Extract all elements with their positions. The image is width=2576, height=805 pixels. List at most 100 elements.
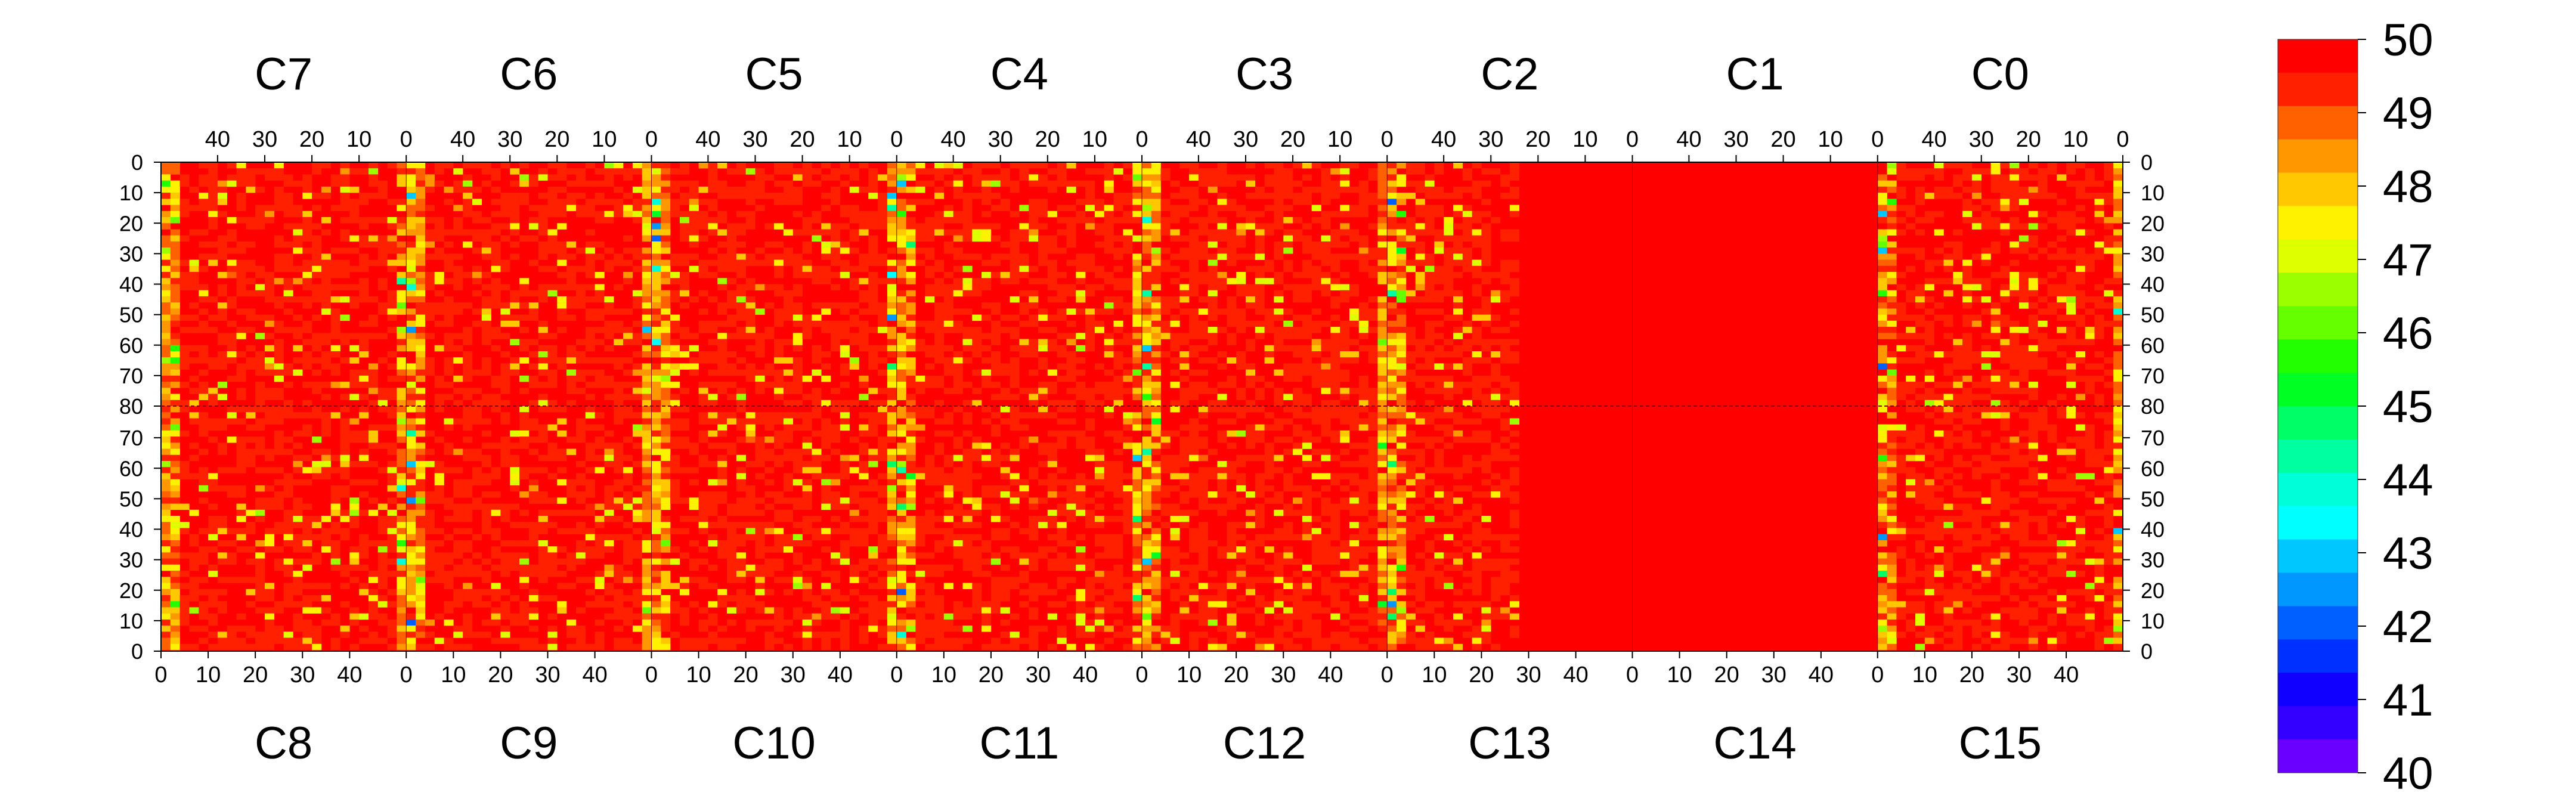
heatmap-cell — [2038, 308, 2048, 315]
heatmap-cell — [2113, 241, 2123, 248]
heatmap-cell — [1010, 278, 1020, 284]
heatmap-cell — [1264, 308, 1274, 315]
heatmap-cell — [1405, 229, 1416, 236]
heatmap-cell — [802, 247, 812, 254]
heatmap-cell — [1293, 290, 1303, 297]
heatmap-cell — [1453, 302, 1463, 309]
heatmap-cell — [745, 223, 756, 230]
heatmap-cell — [161, 308, 171, 315]
heatmap-cell — [1057, 284, 1067, 290]
heatmap-cell — [1321, 217, 1331, 224]
heatmap-cell — [1076, 253, 1086, 260]
heatmap-cell — [302, 357, 312, 364]
heatmap-cell — [481, 619, 491, 626]
heatmap-cell — [1444, 253, 1454, 260]
heatmap-cell — [1283, 363, 1293, 370]
heatmap-cell — [1425, 351, 1435, 358]
heatmap-cell — [962, 199, 973, 205]
heatmap-cell — [189, 564, 199, 571]
heatmap-cell — [557, 247, 567, 254]
heatmap-cell — [670, 363, 680, 370]
heatmap-cell — [547, 345, 558, 352]
heatmap-cell — [1915, 302, 1925, 309]
heatmap-cell — [1377, 333, 1388, 339]
heatmap-cell — [406, 613, 416, 620]
heatmap-cell — [1405, 180, 1416, 187]
heatmap-cell — [236, 577, 246, 583]
heatmap-cell — [1160, 217, 1171, 224]
heatmap-cell — [1934, 174, 1944, 181]
heatmap-cell — [859, 229, 869, 236]
heatmap-cell — [161, 491, 171, 498]
heatmap-cell — [528, 522, 538, 528]
heatmap-cell — [2028, 210, 2038, 218]
heatmap-cell — [1462, 400, 1472, 407]
heatmap-cell — [878, 345, 888, 352]
heatmap-cell — [265, 388, 275, 394]
heatmap-cell — [1227, 199, 1237, 205]
heatmap-cell — [896, 259, 906, 267]
heatmap-cell — [246, 522, 256, 528]
heatmap-cell — [1397, 345, 1407, 352]
heatmap-cell — [2057, 210, 2067, 218]
heatmap-cell — [510, 564, 520, 571]
heatmap-cell — [2113, 351, 2123, 358]
heatmap-cell — [1019, 265, 1029, 273]
heatmap-cell — [1293, 394, 1303, 400]
heatmap-cell — [2057, 284, 2067, 290]
heatmap-cell — [642, 382, 652, 388]
heatmap-cell — [330, 467, 340, 473]
heatmap-cell — [576, 193, 586, 199]
heatmap-cell — [547, 210, 558, 218]
heatmap-cell — [802, 259, 812, 267]
heatmap-cell — [1066, 320, 1076, 327]
heatmap-cell — [1274, 388, 1284, 394]
heatmap-cell — [217, 467, 227, 473]
heatmap-cell — [208, 485, 218, 492]
heatmap-cell — [1132, 253, 1143, 260]
heatmap-cell — [1340, 168, 1350, 175]
heatmap-cell — [302, 643, 312, 651]
heatmap-cell — [1085, 308, 1095, 315]
heatmap-cell — [651, 210, 661, 218]
heatmap-cell — [1981, 308, 1991, 315]
heatmap-cell — [934, 174, 945, 181]
heatmap-cell — [1104, 394, 1114, 400]
heatmap-cell — [614, 162, 624, 169]
heatmap-cell — [236, 290, 246, 297]
heatmap-cell — [566, 357, 577, 364]
heatmap-cell — [397, 558, 407, 565]
heatmap-cell — [1047, 345, 1057, 352]
heatmap-cell — [623, 333, 633, 339]
heatmap-cell — [444, 552, 454, 559]
heatmap-cell — [416, 339, 426, 345]
heatmap-cell — [472, 479, 482, 486]
heatmap-cell — [255, 577, 265, 583]
heatmap-cell — [1104, 210, 1114, 218]
heatmap-cell — [1217, 199, 1227, 205]
heatmap-cell — [1010, 369, 1020, 376]
heatmap-cell — [1990, 247, 2001, 254]
heatmap-cell — [406, 424, 416, 431]
heatmap-cell — [1104, 339, 1114, 345]
heatmap-cell — [397, 643, 407, 651]
heatmap-cell — [1397, 259, 1407, 267]
heatmap-cell — [962, 253, 973, 260]
heatmap-cell — [425, 174, 435, 181]
heatmap-cell — [2113, 162, 2123, 169]
heatmap-cell — [1038, 357, 1048, 364]
heatmap-cell — [1311, 253, 1321, 260]
heatmap-cell — [661, 363, 671, 370]
heatmap-cell — [1896, 302, 1906, 309]
heatmap-cell — [349, 235, 360, 242]
heatmap-cell — [293, 278, 303, 284]
heatmap-cell — [377, 552, 388, 559]
heatmap-cell — [1368, 394, 1378, 400]
heatmap-cell — [302, 540, 312, 547]
heatmap-cell — [1236, 272, 1246, 278]
heatmap-cell — [1990, 272, 2001, 278]
heatmap-cell — [1123, 193, 1133, 199]
heatmap-cell — [717, 339, 727, 345]
heatmap-cell — [2066, 217, 2076, 224]
heatmap-cell — [1387, 253, 1397, 260]
